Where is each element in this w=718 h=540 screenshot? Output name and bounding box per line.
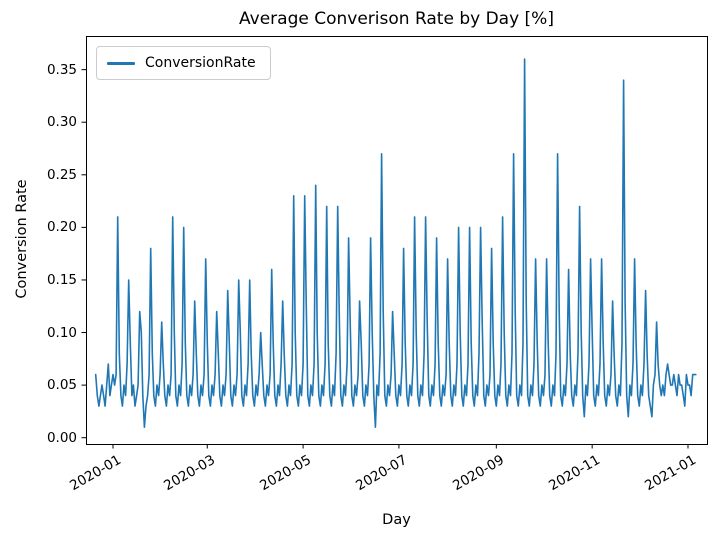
y-tick-label: 0.00: [46, 429, 77, 446]
y-tick-label: 0.30: [46, 114, 77, 131]
y-tick-label: 0.35: [46, 61, 77, 78]
legend-line-sample-icon: [107, 61, 135, 65]
y-tick-label: 0.25: [46, 166, 77, 183]
y-tick-label: 0.10: [46, 324, 77, 341]
legend: ConversionRate: [96, 46, 271, 80]
conversion-rate-line: [94, 58, 697, 429]
legend-label: ConversionRate: [145, 55, 256, 71]
y-tick-label: 0.05: [46, 377, 77, 394]
chart-title: Average Converison Rate by Day [%]: [239, 9, 554, 29]
plot-border: [86, 36, 708, 445]
y-tick-label: 0.20: [46, 219, 77, 236]
x-axis-label: Day: [382, 512, 411, 528]
y-tick-label: 0.15: [46, 271, 77, 288]
